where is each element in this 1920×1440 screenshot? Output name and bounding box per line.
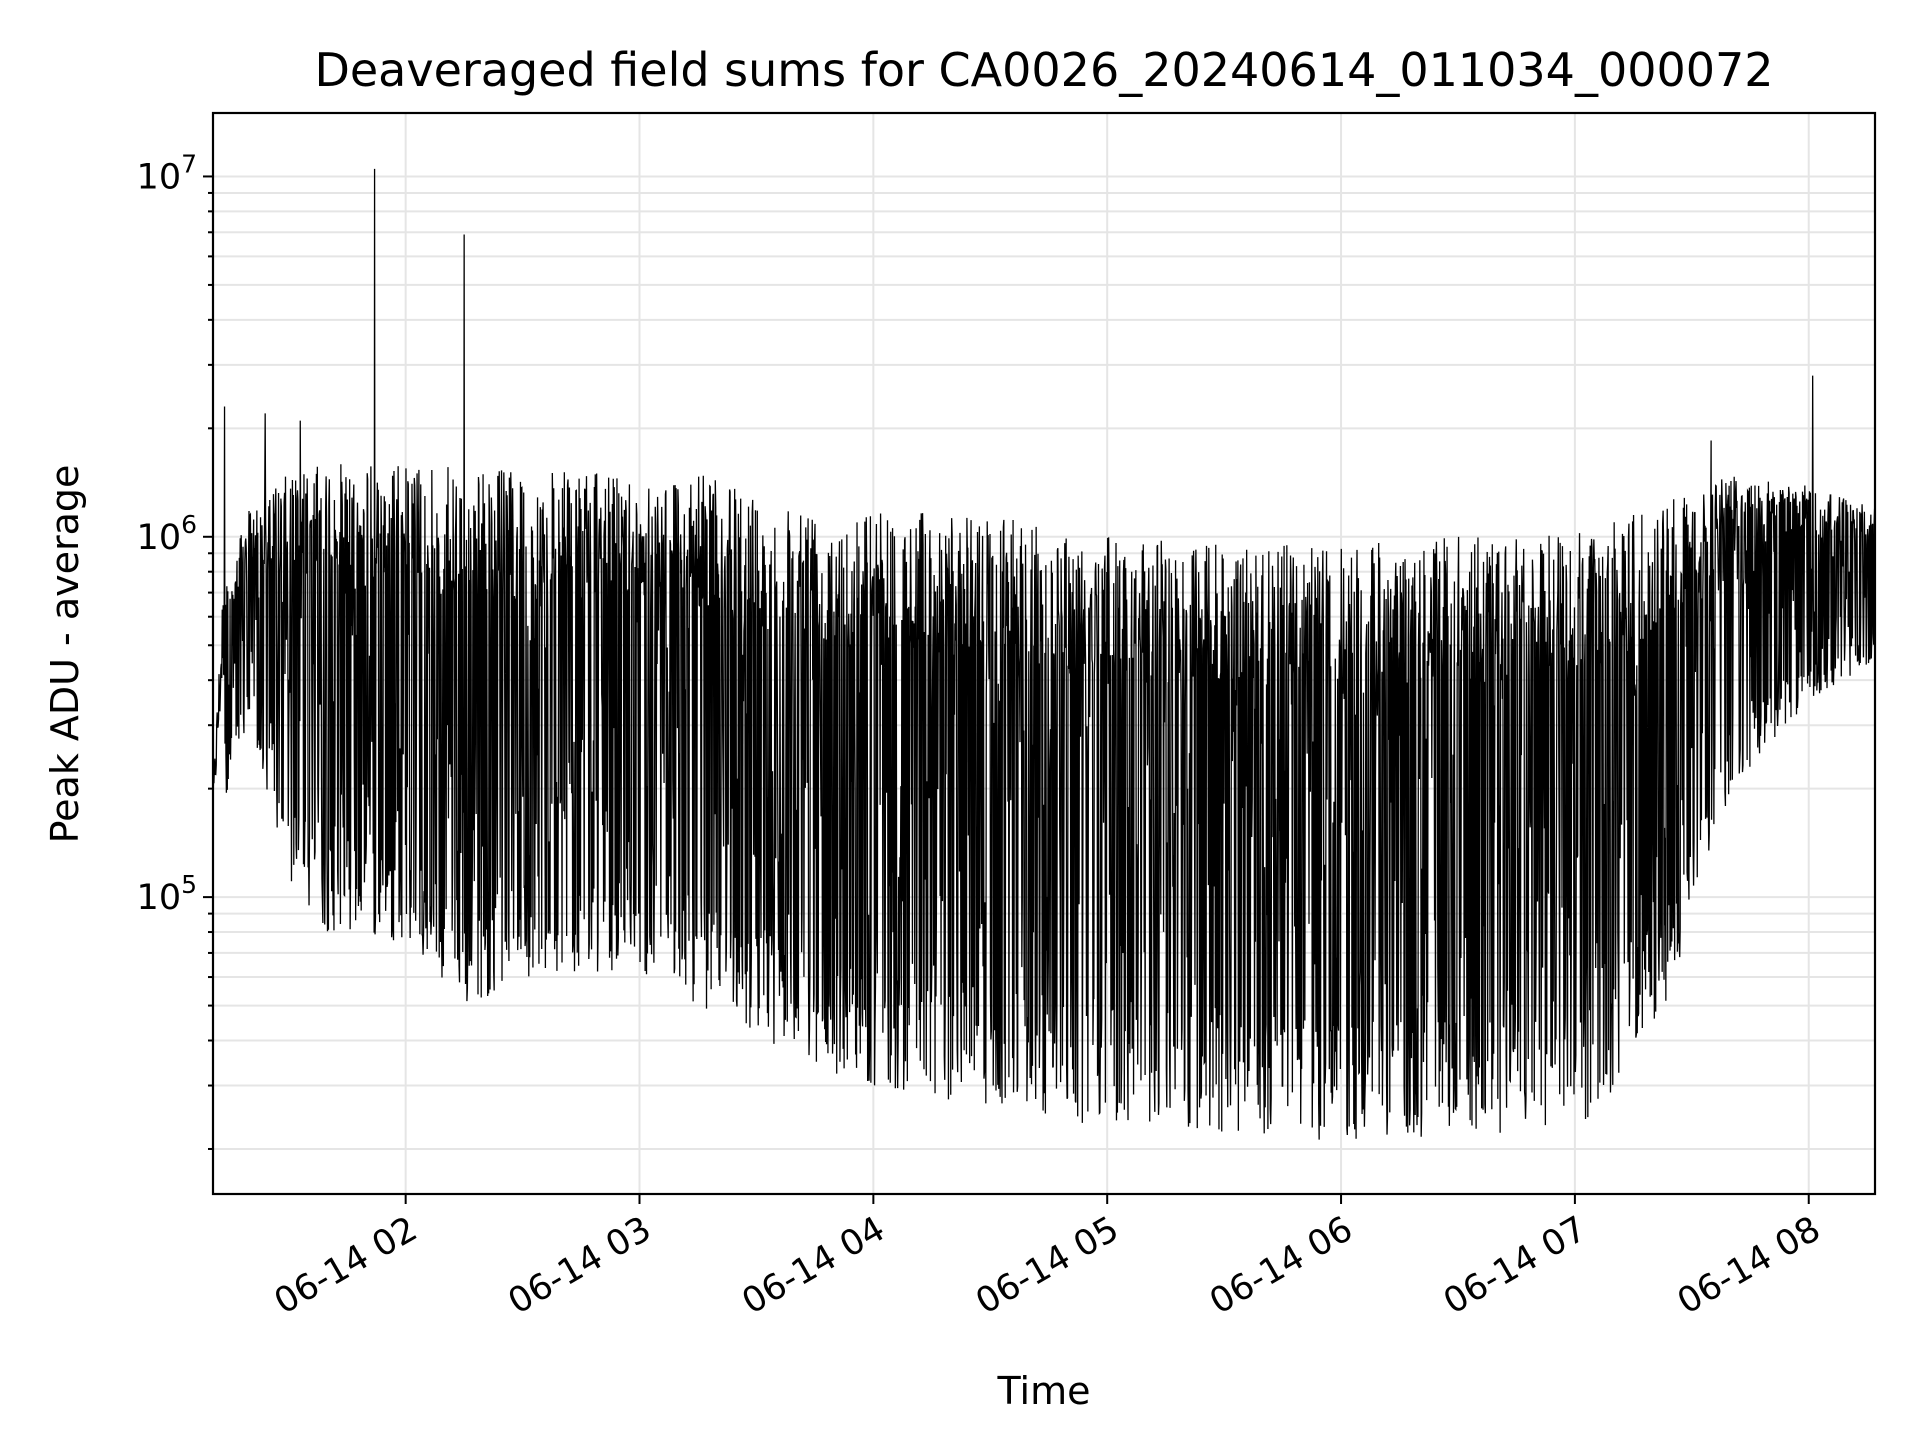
x-tick-label: 06-14 03 [502,1209,658,1322]
x-tick-label: 06-14 06 [1203,1209,1359,1322]
x-axis-label: Time [997,1369,1091,1413]
chart-title: Deaveraged field sums for CA0026_2024061… [314,43,1773,97]
x-tick-label: 06-14 05 [969,1209,1125,1322]
y-axis-label: Peak ADU - average [43,465,87,844]
y-tick-label: 106 [137,510,197,558]
plot-frame [211,111,1877,1196]
x-tick-label: 06-14 04 [736,1209,892,1322]
x-tick-label: 06-14 07 [1437,1209,1593,1322]
y-tick-label: 107 [137,149,197,197]
x-tick-label: 06-14 02 [268,1209,424,1322]
x-tick-label: 06-14 08 [1671,1209,1827,1322]
series-line [212,168,1876,1140]
x-axis: 06-14 02 06-14 03 06-14 04 06-14 05 06-14 06… [268,1194,1827,1322]
y-tick-label: 105 [137,870,197,918]
y-axis: 105 106 107 [137,149,213,1150]
